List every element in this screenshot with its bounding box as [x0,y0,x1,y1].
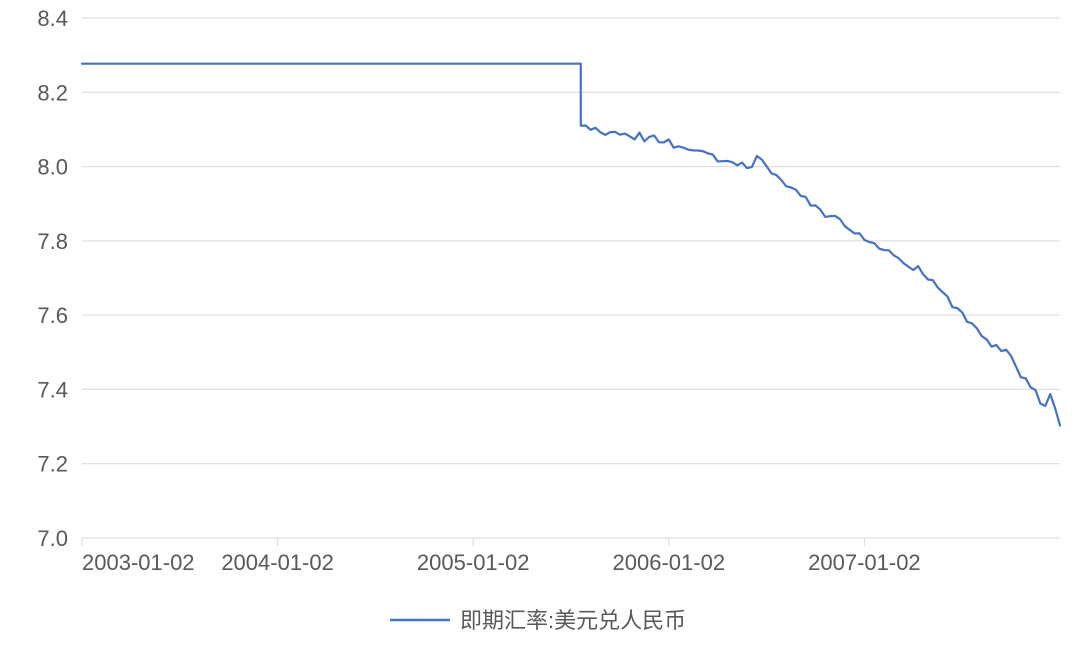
y-axis-label: 8.0 [37,155,68,180]
x-axis-label: 2003-01-02 [82,550,195,575]
y-axis-label: 7.0 [37,526,68,551]
x-axis-label: 2004-01-02 [221,550,334,575]
y-axis-label: 7.4 [37,377,68,402]
y-axis-label: 8.2 [37,80,68,105]
line-chart: 7.0 7.2 7.4 7.6 7.8 8.0 8.2 8.4 2003-01-02 2004-0… [0,0,1080,651]
y-axis-label: 7.6 [37,303,68,328]
y-axis-label: 8.4 [37,6,68,31]
y-axis-label: 7.2 [37,452,68,477]
x-axis-label: 2006-01-02 [613,550,726,575]
legend-label: 即期汇率:美元兑人民币 [460,608,686,633]
y-axis-label: 7.8 [37,229,68,254]
x-axis-label: 2005-01-02 [417,550,530,575]
chart-container: 7.0 7.2 7.4 7.6 7.8 8.0 8.2 8.4 2003-01-02 2004-0… [0,0,1080,651]
x-axis-label: 2007-01-02 [808,550,921,575]
